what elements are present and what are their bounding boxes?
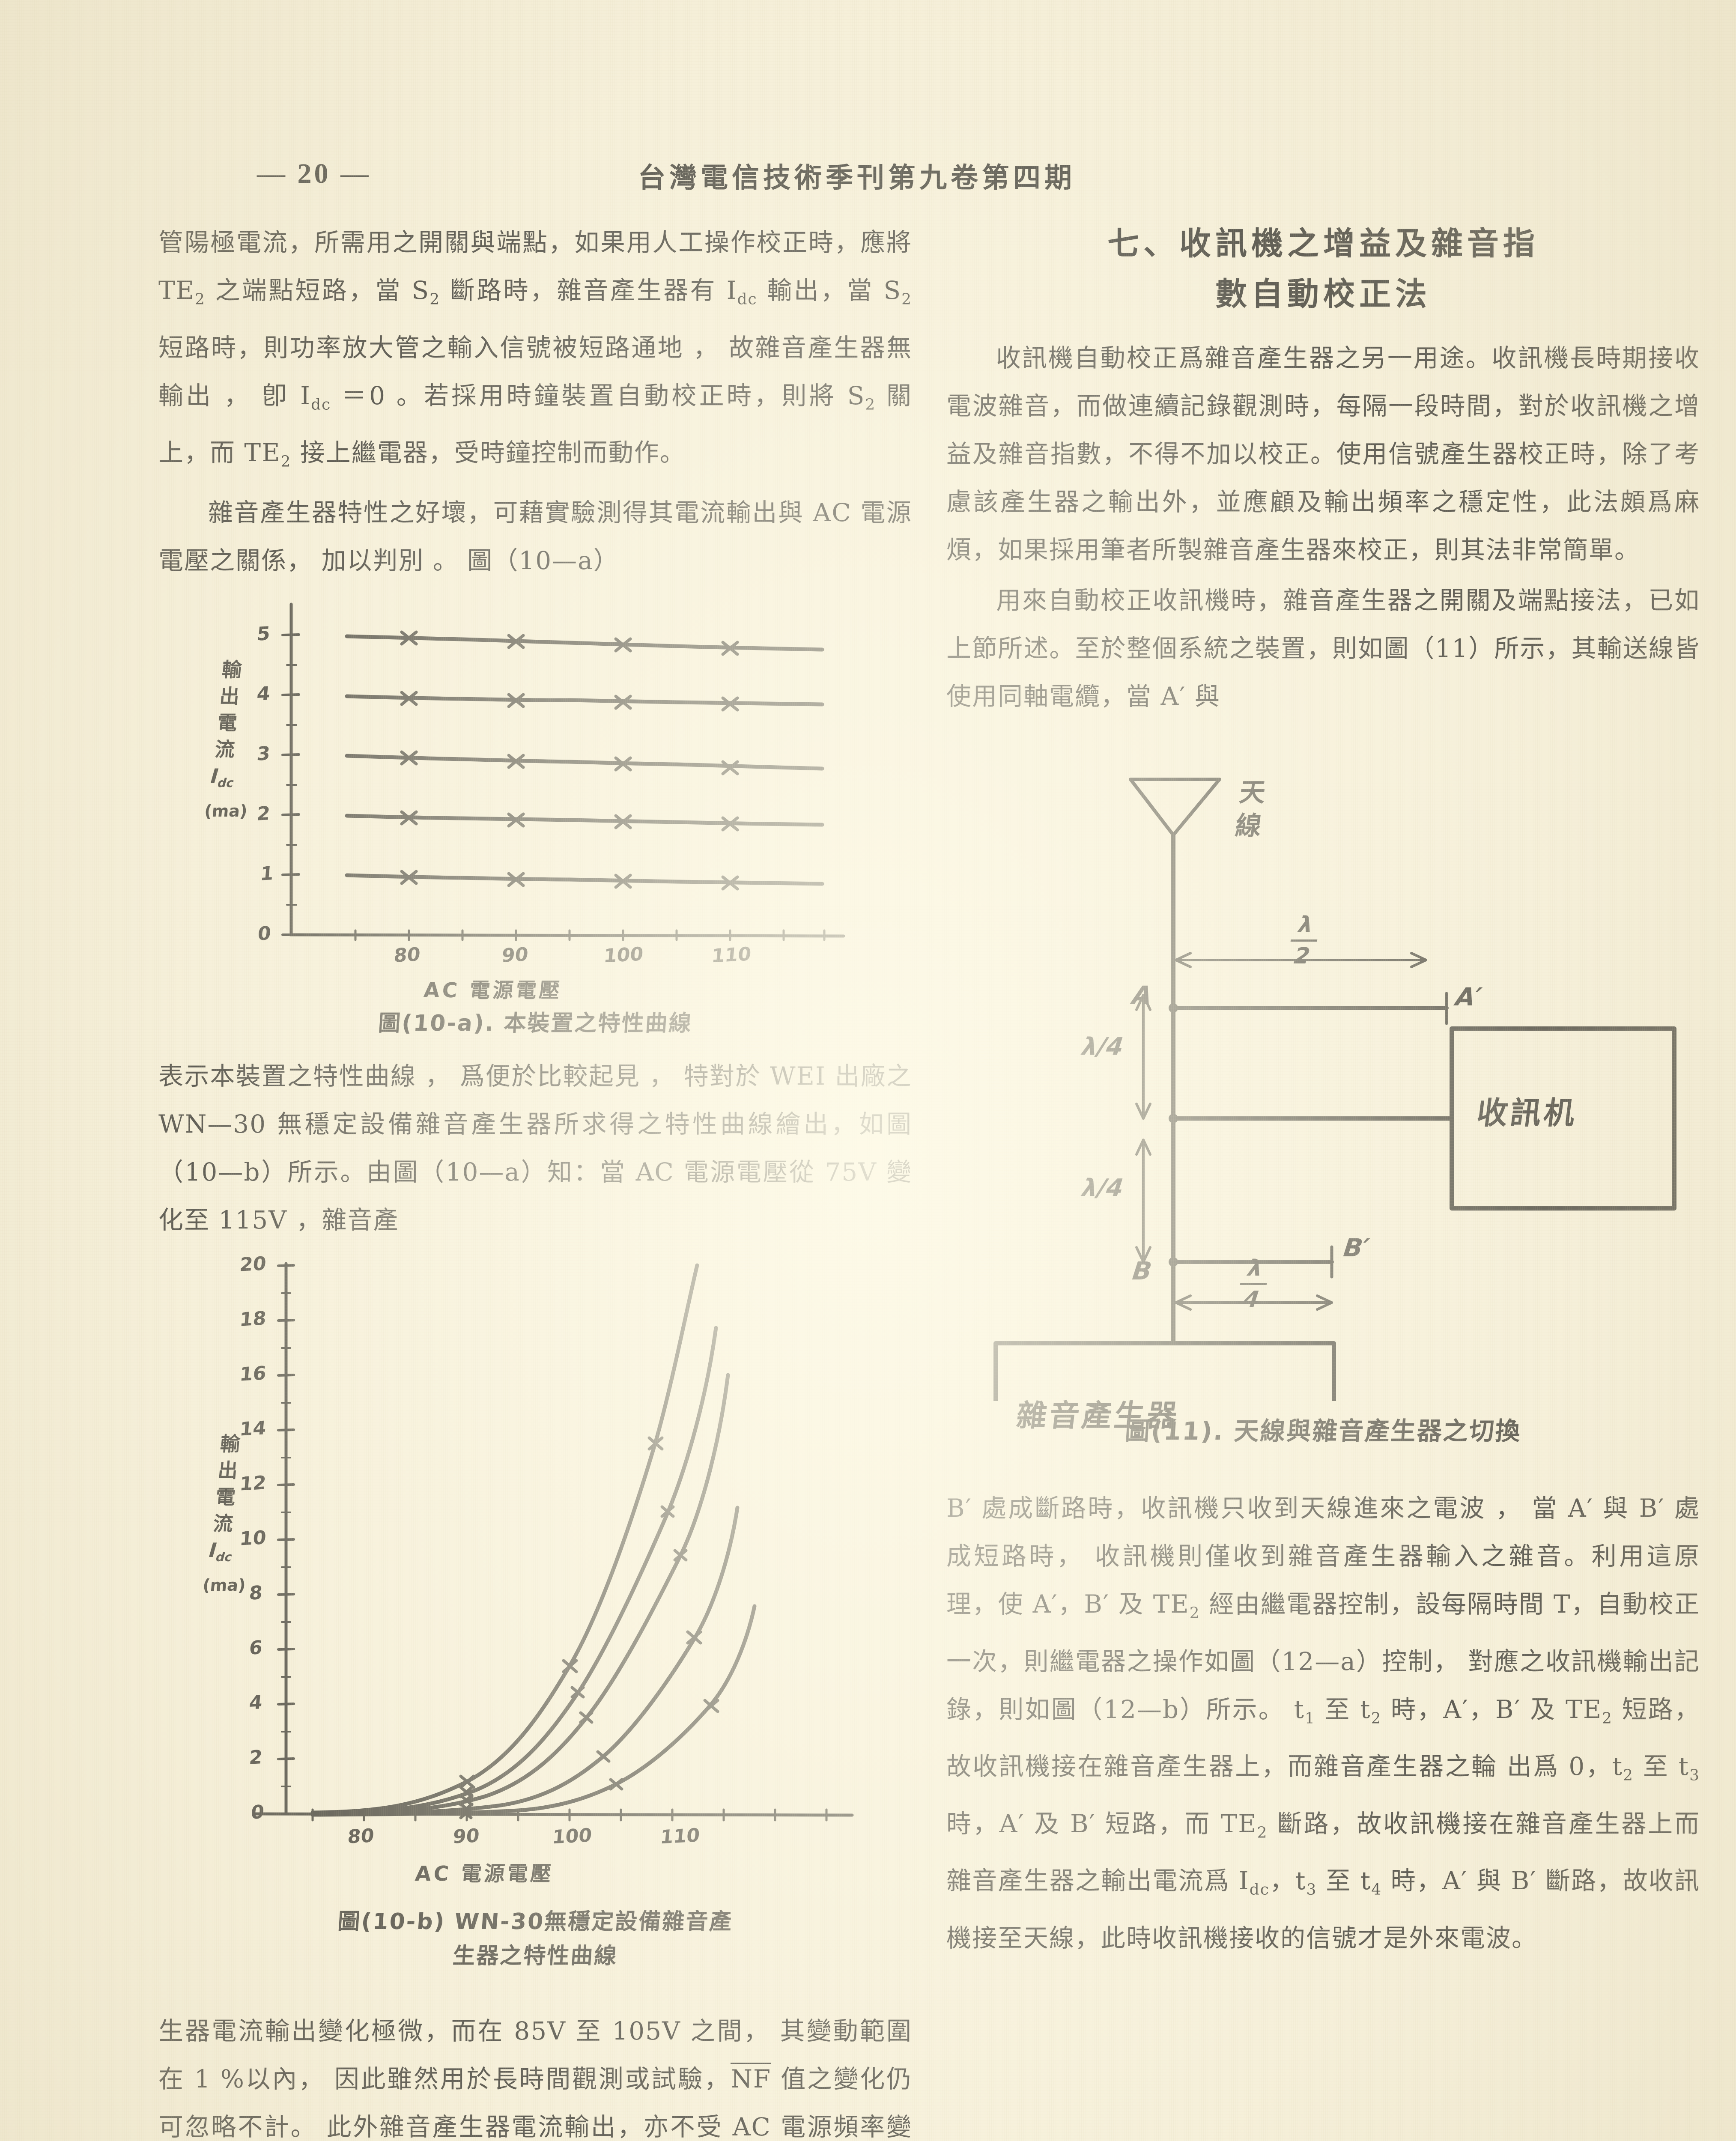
figure-10a-xtick-110: 110 xyxy=(710,943,752,967)
figure-10b-ytick-6: 6 xyxy=(248,1637,263,1659)
figure-10a: 輸 出 電 流 Idc (ma) xyxy=(158,592,912,1038)
figure-10a-xlabel: AC 電源電壓 xyxy=(423,973,564,1003)
figure-11-point-a-prime-label: A′ xyxy=(1454,982,1484,1011)
figure-10b-svg xyxy=(254,1262,854,1822)
left-paragraph-4: 生器電流輸出變化極微，而在 85V 至 105V 之間， 其變動範圍在 1 %以… xyxy=(158,2016,912,2141)
xlabel-cn: 電源電壓 xyxy=(460,1861,555,1886)
figure-10b-ytick-4: 4 xyxy=(248,1691,263,1714)
right-column: 七、收訊機之增益及雜音指 數自動校正法 收訊機自動校正爲雜音產生器之另一用途。收… xyxy=(946,218,1700,1965)
figure-10b-xlabel: AC 電源電壓 xyxy=(414,1857,555,1887)
figure-10b-xtick-100: 100 xyxy=(551,1824,593,1849)
figure-11-point-a-label: A xyxy=(1130,981,1154,1010)
left-paragraph-1: 管陽極電流，所需用之開關與端點，如果用人工操作校正時，應將 TE2 之端點短路，… xyxy=(158,228,913,471)
page-folio: — 20 — xyxy=(257,158,371,189)
xlabel-prefix: AC xyxy=(423,978,461,1002)
figure-11-point-b-label: B xyxy=(1130,1256,1154,1285)
xlabel-cn: 電源電壓 xyxy=(468,978,564,1002)
ylabel-char-0: 輸 xyxy=(221,658,243,681)
figure-10a-ytick-2: 2 xyxy=(256,802,271,825)
ylabel-char-3: 流 xyxy=(214,737,236,761)
ylabel-symbol: Idc xyxy=(208,1538,233,1564)
figure-10b-ytick-0: 0 xyxy=(250,1801,265,1824)
lambda-numerator: λ xyxy=(1247,1255,1264,1281)
figure-10b-caption-line2: 生器之特性曲線 xyxy=(452,1943,619,1969)
nf-overline: NF xyxy=(731,2062,772,2093)
left-paragraph-3: 表示本裝置之特性曲線 ， 爲便於比較起見 ， 特對於 WEI 出廠之 WN—30… xyxy=(158,1061,912,1235)
figure-10a-xtick-80: 80 xyxy=(393,943,421,967)
figure-11-dim-left-upper: λ/4 xyxy=(1081,1033,1125,1061)
figure-11-point-b-prime-label: B′ xyxy=(1342,1233,1371,1262)
ylabel-char-0: 輸 xyxy=(219,1432,241,1455)
figure-10b-ytick-16: 16 xyxy=(239,1362,267,1386)
lambda-numerator: λ xyxy=(1297,912,1315,938)
section-heading-line1: 七、收訊機之增益及雜音指 xyxy=(1107,225,1539,262)
ylabel-unit: (ma) xyxy=(202,1575,247,1595)
figure-10a-xtick-90: 90 xyxy=(501,943,529,967)
left-paragraph-2: 雜音產生器特性之好壞，可藉實驗測得其電流輸出與 AC 電源電壓之關係， 加以判別… xyxy=(158,498,912,575)
figure-10a-ytick-5: 5 xyxy=(256,623,271,645)
figure-10a-ytick-1: 1 xyxy=(259,862,274,885)
figure-10a-caption: 圖(10-a). 本裝置之特性曲線 xyxy=(377,1010,693,1036)
section-heading-line2: 數自動校正法 xyxy=(1215,276,1431,313)
right-paragraph-1: 收訊機自動校正爲雜音產生器之另一用途。收訊機長時期接收電波雜音，而做連續記錄觀測… xyxy=(946,343,1700,564)
figure-10a-svg xyxy=(281,602,845,941)
ylabel-char-2: 電 xyxy=(216,711,238,734)
section-heading: 七、收訊機之增益及雜音指 數自動校正法 xyxy=(946,218,1700,319)
figure-10b-ytick-20: 20 xyxy=(239,1252,267,1276)
figure-10b-ytick-14: 14 xyxy=(239,1417,267,1440)
figure-11-dim-left-lower: λ/4 xyxy=(1081,1174,1125,1202)
ylabel-symbol: Idc xyxy=(210,764,234,790)
lambda-denominator: 4 xyxy=(1242,1287,1261,1312)
figure-10b-xtick-110: 110 xyxy=(659,1824,701,1849)
figure-10b: 輸 出 電 流 Idc (ma) xyxy=(158,1252,912,1983)
figure-10b-ytick-10: 10 xyxy=(239,1527,267,1550)
figure-11-receiver-label: 收訊机 xyxy=(1475,1095,1580,1131)
figure-10b-ytick-2: 2 xyxy=(248,1746,263,1769)
right-paragraph-3: B′ 處成斷路時，收訊機只收到天線進來之電波 ， 當 A′ 與 B′ 處成短路時… xyxy=(946,1494,1700,1953)
ylabel-char-1: 出 xyxy=(217,1458,239,1482)
journal-title: 台灣電信技術季刊第九卷第四期 xyxy=(638,162,1076,194)
figure-11-dim-quarter-lambda: λ 4 xyxy=(1231,1255,1276,1312)
ylabel-char-1: 出 xyxy=(218,684,241,708)
ylabel-char-3: 流 xyxy=(212,1512,234,1535)
lambda-denominator: 2 xyxy=(1292,943,1312,969)
figure-10b-chart: 輸 出 電 流 Idc (ma) xyxy=(176,1252,895,1893)
ylabel-char-2: 電 xyxy=(215,1485,236,1509)
figure-11-svg xyxy=(993,778,1676,1401)
left-column: 管陽極電流，所需用之開關與端點，如果用人工操作校正時，應將 TE2 之端點短路，… xyxy=(158,218,912,2141)
figure-10b-ytick-8: 8 xyxy=(248,1582,263,1604)
figure-10a-ytick-3: 3 xyxy=(256,742,271,765)
page-header: — 20 — 台灣電信技術季刊第九卷第四期 xyxy=(0,158,1736,205)
xlabel-prefix: AC xyxy=(414,1861,453,1886)
figure-10a-chart: 輸 出 電 流 Idc (ma) xyxy=(184,592,886,1002)
figure-10b-xtick-80: 80 xyxy=(346,1825,375,1848)
figure-11: 天線 A A′ B B′ λ 2 λ 4 λ/4 λ/4 收訊机 xyxy=(946,733,1700,1470)
figure-10b-ytick-18: 18 xyxy=(239,1307,267,1331)
figure-11-dim-half-lambda: λ 2 xyxy=(1281,912,1327,969)
figure-10a-xtick-100: 100 xyxy=(603,943,644,967)
figure-11-caption: 圖(11). 天線與雜音產生器之切換 xyxy=(1124,1416,1523,1446)
figure-10b-caption-line1: 圖(10-b) WN-30無穩定設備雜音產 xyxy=(337,1908,734,1935)
figure-10b-xtick-90: 90 xyxy=(452,1825,480,1848)
right-paragraph-2: 用來自動校正收訊機時，雜音產生器之開關及端點接法，已如上節所述。至於整個系統之裝… xyxy=(946,586,1700,711)
ylabel-unit: (ma) xyxy=(203,801,248,820)
figure-10a-ytick-0: 0 xyxy=(257,922,272,945)
figure-10b-ytick-12: 12 xyxy=(239,1472,267,1495)
figure-10a-ytick-4: 4 xyxy=(256,683,271,705)
